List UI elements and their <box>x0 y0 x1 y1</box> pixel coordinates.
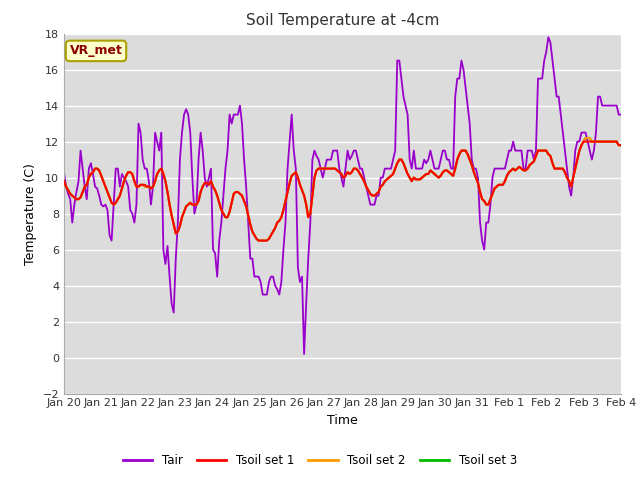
Tsoil set 1 <box>209 184 217 190</box>
Tsoil set 1 <box>617 142 625 148</box>
Tair <box>381 166 388 171</box>
Tsoil set 3 <box>617 142 625 148</box>
Tsoil set 1 <box>81 184 88 190</box>
Tsoil set 2 <box>582 135 589 141</box>
Tsoil set 2 <box>81 184 88 190</box>
Tair <box>251 274 259 279</box>
Y-axis label: Temperature (C): Temperature (C) <box>24 163 37 264</box>
Line: Tair: Tair <box>64 37 621 354</box>
Tair <box>545 34 552 40</box>
Tsoil set 3 <box>81 184 88 190</box>
Tsoil set 2 <box>60 178 68 184</box>
Line: Tsoil set 1: Tsoil set 1 <box>64 142 621 240</box>
Tair <box>81 184 88 190</box>
Tsoil set 1 <box>381 178 388 184</box>
Title: Soil Temperature at -4cm: Soil Temperature at -4cm <box>246 13 439 28</box>
Text: VR_met: VR_met <box>70 44 122 58</box>
Line: Tsoil set 3: Tsoil set 3 <box>64 138 621 240</box>
Tsoil set 1 <box>580 139 588 144</box>
Tair <box>443 156 451 162</box>
Tsoil set 2 <box>145 184 153 190</box>
Tair <box>145 178 153 184</box>
Tsoil set 3 <box>255 238 262 243</box>
Tsoil set 3 <box>582 135 589 141</box>
Legend: Tair, Tsoil set 1, Tsoil set 2, Tsoil set 3: Tair, Tsoil set 1, Tsoil set 2, Tsoil se… <box>118 449 522 472</box>
Tsoil set 3 <box>209 184 217 190</box>
Tsoil set 3 <box>145 184 153 190</box>
Line: Tsoil set 2: Tsoil set 2 <box>64 138 621 240</box>
Tsoil set 2 <box>381 178 388 184</box>
Tsoil set 2 <box>617 142 625 148</box>
Tsoil set 1 <box>443 168 451 173</box>
Tair <box>617 112 625 118</box>
Tsoil set 3 <box>443 168 451 173</box>
Tsoil set 3 <box>60 178 68 184</box>
Tsoil set 2 <box>209 184 217 190</box>
Tsoil set 1 <box>145 184 153 190</box>
Tsoil set 2 <box>255 238 262 243</box>
Tsoil set 1 <box>251 232 259 238</box>
Tsoil set 1 <box>60 178 68 184</box>
Tsoil set 3 <box>381 178 388 184</box>
Tair <box>209 247 217 252</box>
Tair <box>60 169 68 175</box>
Tsoil set 3 <box>251 232 259 238</box>
Tsoil set 2 <box>443 168 451 173</box>
X-axis label: Time: Time <box>327 414 358 427</box>
Tair <box>300 351 308 357</box>
Tsoil set 2 <box>251 232 259 238</box>
Tsoil set 1 <box>255 238 262 243</box>
